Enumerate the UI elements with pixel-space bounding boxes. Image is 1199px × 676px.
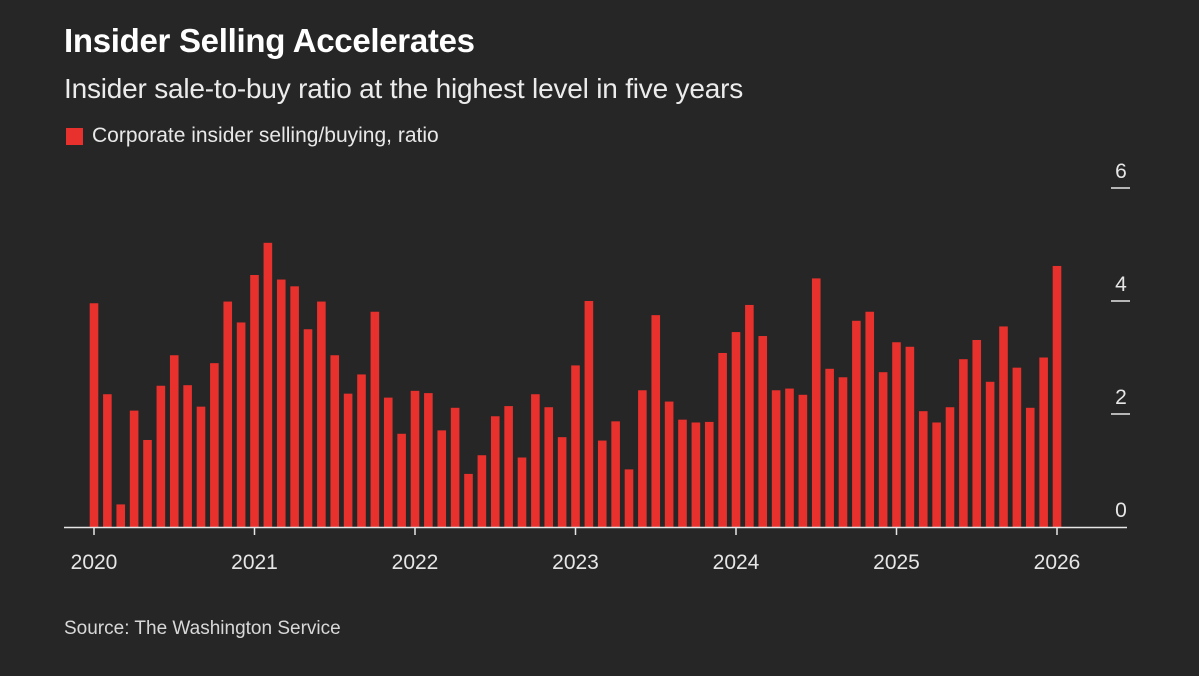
legend-swatch [66,127,83,145]
bar [731,332,741,527]
bar [678,419,687,527]
bar [437,430,447,527]
bar [838,377,848,527]
bar [597,440,607,527]
bar [370,311,380,527]
bar [183,385,192,527]
bar [611,421,620,527]
bar [383,397,393,527]
bar [651,315,661,528]
chart-title: Insider Selling Accelerates [64,22,475,59]
bar [156,385,166,527]
bar [410,390,420,527]
bar [758,336,768,527]
bar [477,455,487,527]
bar [945,407,955,527]
bar [343,393,353,527]
bar [1012,367,1022,527]
bar [103,394,112,527]
bar [905,346,915,527]
bar [276,279,286,527]
chart-subtitle: Insider sale-to-buy ratio at the highest… [64,73,744,104]
bar [985,381,995,527]
bar [504,406,513,527]
x-tick-label: 2024 [713,551,760,574]
bar [317,301,326,527]
bar [691,422,701,527]
bar [464,473,473,527]
y-tick-label: 2 [1115,386,1127,409]
x-tick-label: 2025 [873,551,920,574]
bar [531,394,540,527]
bar [303,329,313,527]
bar [129,410,139,527]
y-tick-label: 0 [1115,499,1127,522]
bar [624,469,634,527]
bar [745,304,754,527]
bar [918,411,928,527]
bar [330,355,340,527]
x-tick-label: 2023 [552,551,599,574]
source-note: Source: The Washington Service [64,618,341,639]
bar [785,388,794,527]
bar [959,359,968,527]
bar [825,368,834,527]
bar [932,422,941,527]
bar [798,394,808,527]
bar [1025,407,1035,527]
x-tick-label: 2026 [1034,551,1081,574]
y-tick-label: 4 [1115,273,1127,296]
bar [196,406,206,527]
x-tick-label: 2021 [231,551,278,574]
bar [852,320,861,527]
bar [169,355,179,527]
bar [223,301,233,527]
bar [972,339,982,527]
x-tick-label: 2022 [392,551,439,574]
bar [116,504,126,527]
legend: Corporate insider selling/buying, ratio [66,124,439,148]
y-tick-label: 6 [1115,160,1127,183]
bar [638,390,647,527]
bar [424,393,433,527]
legend-label: Corporate insider selling/buying, ratio [92,124,439,147]
bar [999,326,1008,527]
bar [771,390,781,527]
bar [236,322,246,527]
bar [584,301,594,527]
bar [490,416,500,527]
bar [664,401,674,527]
bar [892,342,901,527]
bar [263,242,273,527]
bar [544,407,554,527]
bar [557,437,567,527]
bar [143,439,152,527]
bar [250,275,259,527]
bar [1039,357,1048,527]
bar [357,374,366,527]
bar [865,311,875,527]
bar [290,286,299,527]
bar [704,421,714,527]
bar [397,433,406,527]
bar [517,457,527,527]
bar [878,372,888,527]
bar [571,365,580,527]
bar [1052,265,1062,527]
bar [450,407,460,527]
bar [210,363,219,527]
bar [718,352,727,527]
x-tick-label: 2020 [71,551,118,574]
bar [811,278,821,527]
bar [89,303,99,527]
